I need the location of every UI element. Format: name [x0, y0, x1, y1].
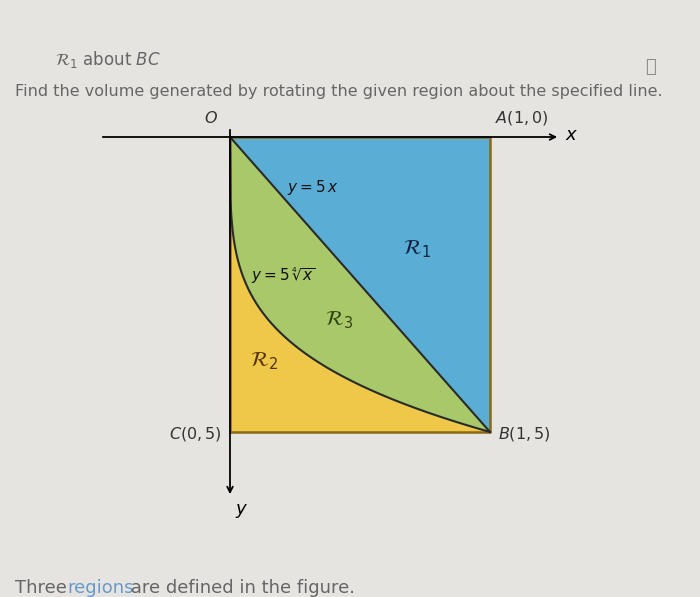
Polygon shape: [230, 137, 490, 432]
Text: $O$: $O$: [204, 110, 218, 127]
Text: $\mathcal{R}_2$: $\mathcal{R}_2$: [250, 350, 278, 372]
Text: $y$: $y$: [235, 502, 248, 520]
Text: $A(1,0)$: $A(1,0)$: [495, 109, 549, 127]
Text: $x$: $x$: [565, 126, 578, 144]
Text: $y=5\,\sqrt[4]{x}$: $y=5\,\sqrt[4]{x}$: [251, 266, 316, 286]
Text: are defined in the figure.: are defined in the figure.: [125, 579, 355, 597]
Text: $C(0,5)$: $C(0,5)$: [169, 425, 222, 443]
Text: $\mathcal{R}_3$: $\mathcal{R}_3$: [326, 309, 354, 331]
Text: regions: regions: [67, 579, 134, 597]
Text: $\mathcal{R}_1$: $\mathcal{R}_1$: [403, 238, 431, 260]
Text: $y=5\,x$: $y=5\,x$: [287, 178, 339, 196]
Polygon shape: [230, 137, 490, 432]
Text: ⓘ: ⓘ: [645, 58, 655, 76]
Text: $\mathcal{R}_1$ about $BC$: $\mathcal{R}_1$ about $BC$: [55, 49, 161, 70]
Text: Three: Three: [15, 579, 73, 597]
Polygon shape: [230, 137, 490, 432]
Text: Find the volume generated by rotating the given region about the specified line.: Find the volume generated by rotating th…: [15, 84, 663, 99]
Text: $B(1,5)$: $B(1,5)$: [498, 425, 551, 443]
